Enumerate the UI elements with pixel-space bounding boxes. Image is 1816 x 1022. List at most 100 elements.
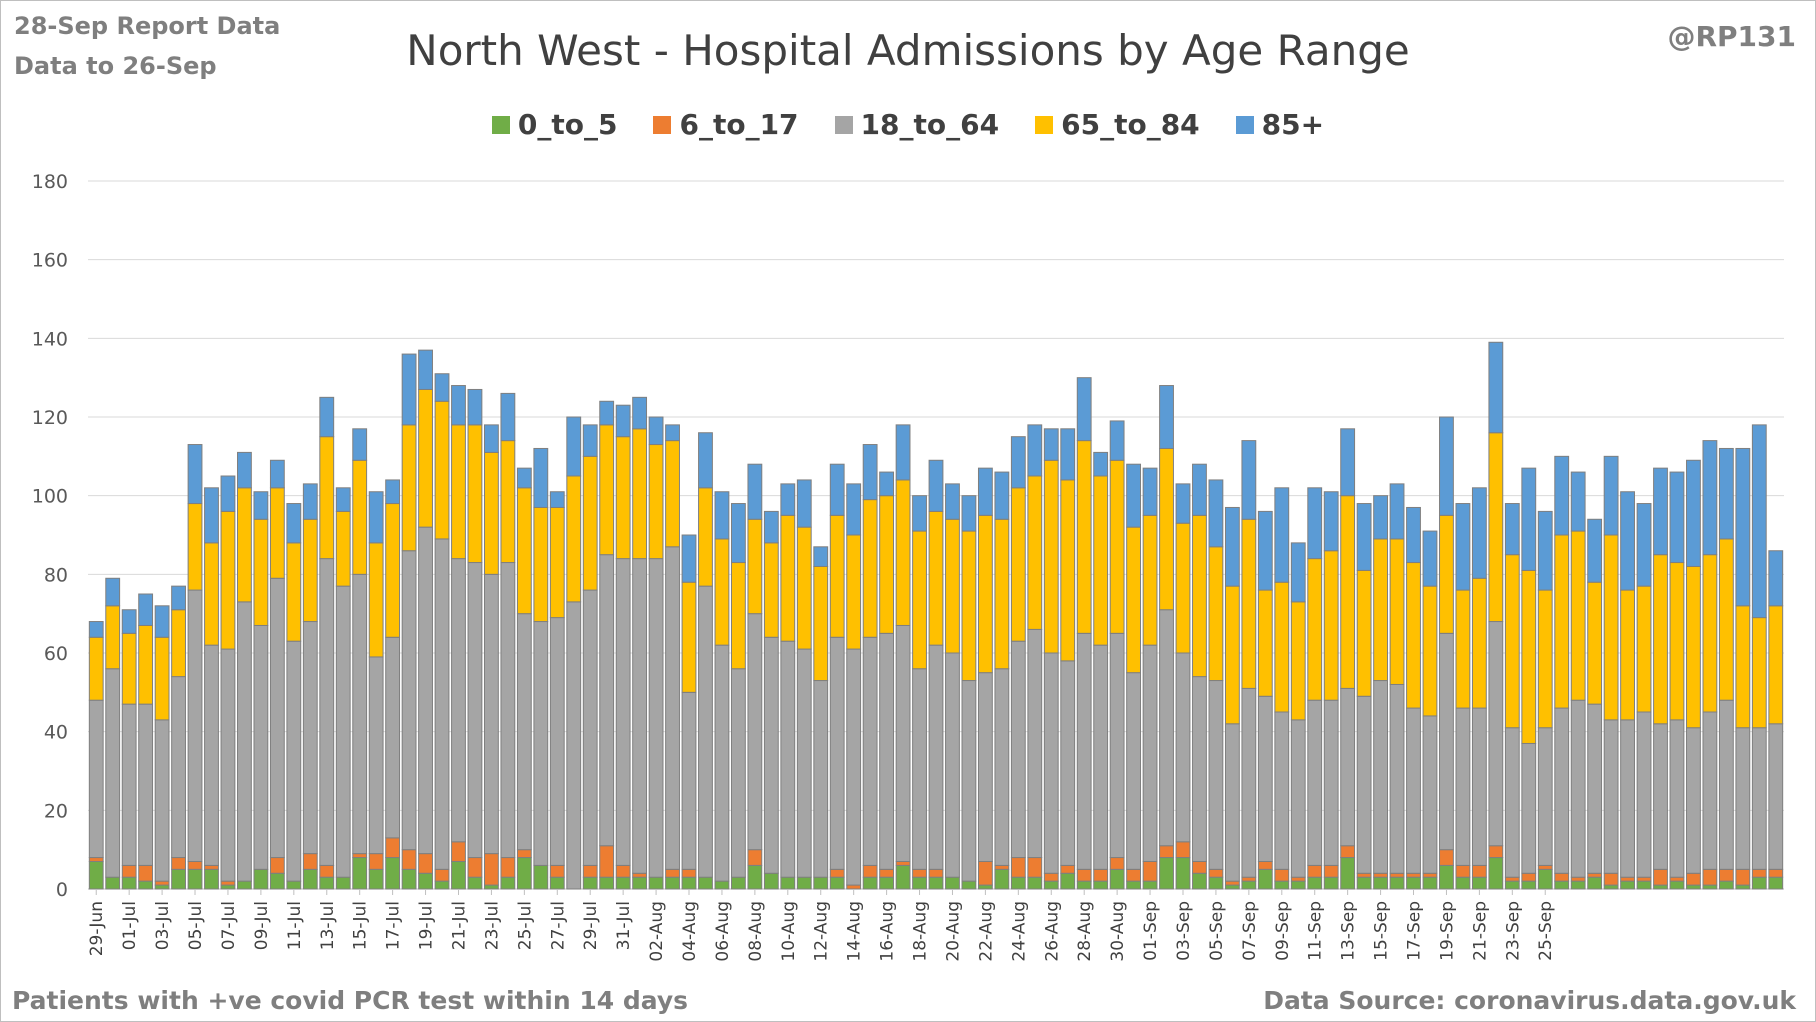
bar-segment-65-to-84 xyxy=(1109,459,1125,634)
bar-segment-65-to-84 xyxy=(1093,475,1109,646)
bar-segment-18-to-64 xyxy=(665,546,680,870)
bar-segment-85 xyxy=(171,585,186,611)
bar-segment-0-to-5 xyxy=(1208,876,1224,890)
y-tick-label: 140 xyxy=(32,328,68,350)
bar-segment-18-to-64 xyxy=(1422,715,1438,874)
author-handle: @RP131 xyxy=(1667,20,1796,53)
bar-segment-85 xyxy=(632,396,648,430)
bar-segment-65-to-84 xyxy=(500,440,516,564)
bar-segment-0-to-5 xyxy=(1504,880,1520,890)
bar-segment-18-to-64 xyxy=(1521,742,1537,874)
bar-segment-0-to-5 xyxy=(171,868,186,890)
bar-segment-0-to-5 xyxy=(928,876,944,890)
bar-segment-18-to-64 xyxy=(253,624,269,870)
x-tick-label: 04-Aug xyxy=(680,901,700,962)
x-tick-label: 21-Jul xyxy=(449,901,469,950)
bar-segment-0-to-5 xyxy=(1060,872,1076,890)
bar-segment-65-to-84 xyxy=(1010,487,1026,642)
bar-segment-85 xyxy=(121,609,137,634)
bar-segment-0-to-5 xyxy=(1669,880,1685,890)
bar-segment-85 xyxy=(994,471,1010,520)
bar-segment-65-to-84 xyxy=(171,609,186,678)
bar-segment-6-to-17 xyxy=(352,853,368,859)
bar-segment-6-to-17 xyxy=(632,872,648,878)
bar-segment-85 xyxy=(1406,506,1421,564)
bar-segment-0-to-5 xyxy=(467,876,483,890)
bar-segment-18-to-64 xyxy=(220,648,236,882)
bar-segment-0-to-5 xyxy=(401,868,417,890)
bar-segment-18-to-64 xyxy=(154,719,170,882)
bar-segment-0-to-5 xyxy=(1043,880,1059,890)
bar-segment-85 xyxy=(665,424,680,442)
bar-segment-65-to-84 xyxy=(566,475,582,603)
x-tick-label: 05-Jul xyxy=(186,901,206,950)
bar-segment-0-to-5 xyxy=(88,860,104,890)
bar-segment-65-to-84 xyxy=(1504,554,1520,729)
bar-segment-65-to-84 xyxy=(1455,589,1471,709)
bar-segment-0-to-5 xyxy=(1142,880,1158,890)
bar-segment-18-to-64 xyxy=(1439,632,1454,851)
bar-segment-6-to-17 xyxy=(1373,872,1388,878)
bar-segment-0-to-5 xyxy=(1570,880,1586,890)
bar-segment-85 xyxy=(286,503,302,544)
bar-segment-0-to-5 xyxy=(1636,880,1652,890)
bar-segment-18-to-64 xyxy=(549,617,565,866)
bar-segment-85 xyxy=(599,400,615,426)
data-source: Data Source: coronavirus.data.gov.uk xyxy=(1263,986,1796,1015)
bar-segment-0-to-5 xyxy=(1274,880,1290,890)
bar-segment-18-to-64 xyxy=(977,672,993,862)
bar-segment-6-to-17 xyxy=(467,857,483,878)
bar-segment-18-to-64 xyxy=(171,676,186,859)
bar-segment-18-to-64 xyxy=(1323,699,1339,866)
bar-segment-85 xyxy=(829,463,845,516)
bar-segment-85 xyxy=(88,621,104,638)
x-tick-label: 26-Aug xyxy=(1042,901,1062,962)
bar-segment-0-to-5 xyxy=(1373,876,1388,890)
bar-segment-0-to-5 xyxy=(582,876,598,890)
bar-segment-6-to-17 xyxy=(599,845,615,878)
y-tick-label: 0 xyxy=(56,879,68,901)
bar-segment-0-to-5 xyxy=(615,876,631,890)
bar-segment-65-to-84 xyxy=(1027,475,1043,630)
bar-segment-0-to-5 xyxy=(1702,884,1718,890)
x-tick-label: 28-Aug xyxy=(1075,901,1095,962)
bar-segment-85 xyxy=(1093,451,1109,477)
x-tick-label: 15-Jul xyxy=(351,901,371,950)
x-tick-label: 18-Aug xyxy=(911,901,931,962)
bar-segment-85 xyxy=(1718,447,1734,540)
bar-segment-0-to-5 xyxy=(1751,876,1767,890)
bar-segment-85 xyxy=(698,432,713,489)
bar-segment-85 xyxy=(1373,495,1388,540)
bar-segment-18-to-64 xyxy=(1159,609,1174,847)
bar-segment-6-to-17 xyxy=(747,849,763,866)
bar-segment-65-to-84 xyxy=(895,479,911,626)
bar-segment-65-to-84 xyxy=(912,530,927,670)
bar-segment-18-to-64 xyxy=(1356,695,1372,874)
bar-segment-6-to-17 xyxy=(615,864,631,878)
bar-segment-6-to-17 xyxy=(1702,868,1718,886)
bar-segment-0-to-5 xyxy=(1389,876,1405,890)
bar-segment-85 xyxy=(1109,420,1125,461)
bar-segment-0-to-5 xyxy=(1735,884,1751,890)
bar-segment-85 xyxy=(385,479,401,505)
x-tick-label: 29-Jul xyxy=(581,901,601,950)
bar-segment-65-to-84 xyxy=(1373,538,1388,682)
bar-segment-18-to-64 xyxy=(204,644,219,866)
bar-segment-18-to-64 xyxy=(1751,727,1767,870)
bar-segment-18-to-64 xyxy=(385,636,401,839)
bar-segment-85 xyxy=(615,404,631,438)
bar-segment-6-to-17 xyxy=(1406,872,1421,878)
bar-segment-85 xyxy=(1208,479,1224,548)
bar-segment-85 xyxy=(1175,483,1191,524)
legend-entry-18-to-64: 18_to_64 xyxy=(834,108,999,141)
bar-segment-18-to-64 xyxy=(1669,719,1685,878)
bar-segment-18-to-64 xyxy=(1241,687,1257,878)
bar-segment-85 xyxy=(1159,385,1174,449)
bar-segment-0-to-5 xyxy=(1439,864,1454,890)
x-tick-label: 13-Jul xyxy=(318,901,338,950)
bar-segment-65-to-84 xyxy=(928,510,944,646)
bar-segment-0-to-5 xyxy=(879,876,895,890)
data-date-label: Data to 26-Sep xyxy=(14,52,217,80)
bar-segment-0-to-5 xyxy=(451,860,466,890)
bar-segment-65-to-84 xyxy=(961,530,977,682)
